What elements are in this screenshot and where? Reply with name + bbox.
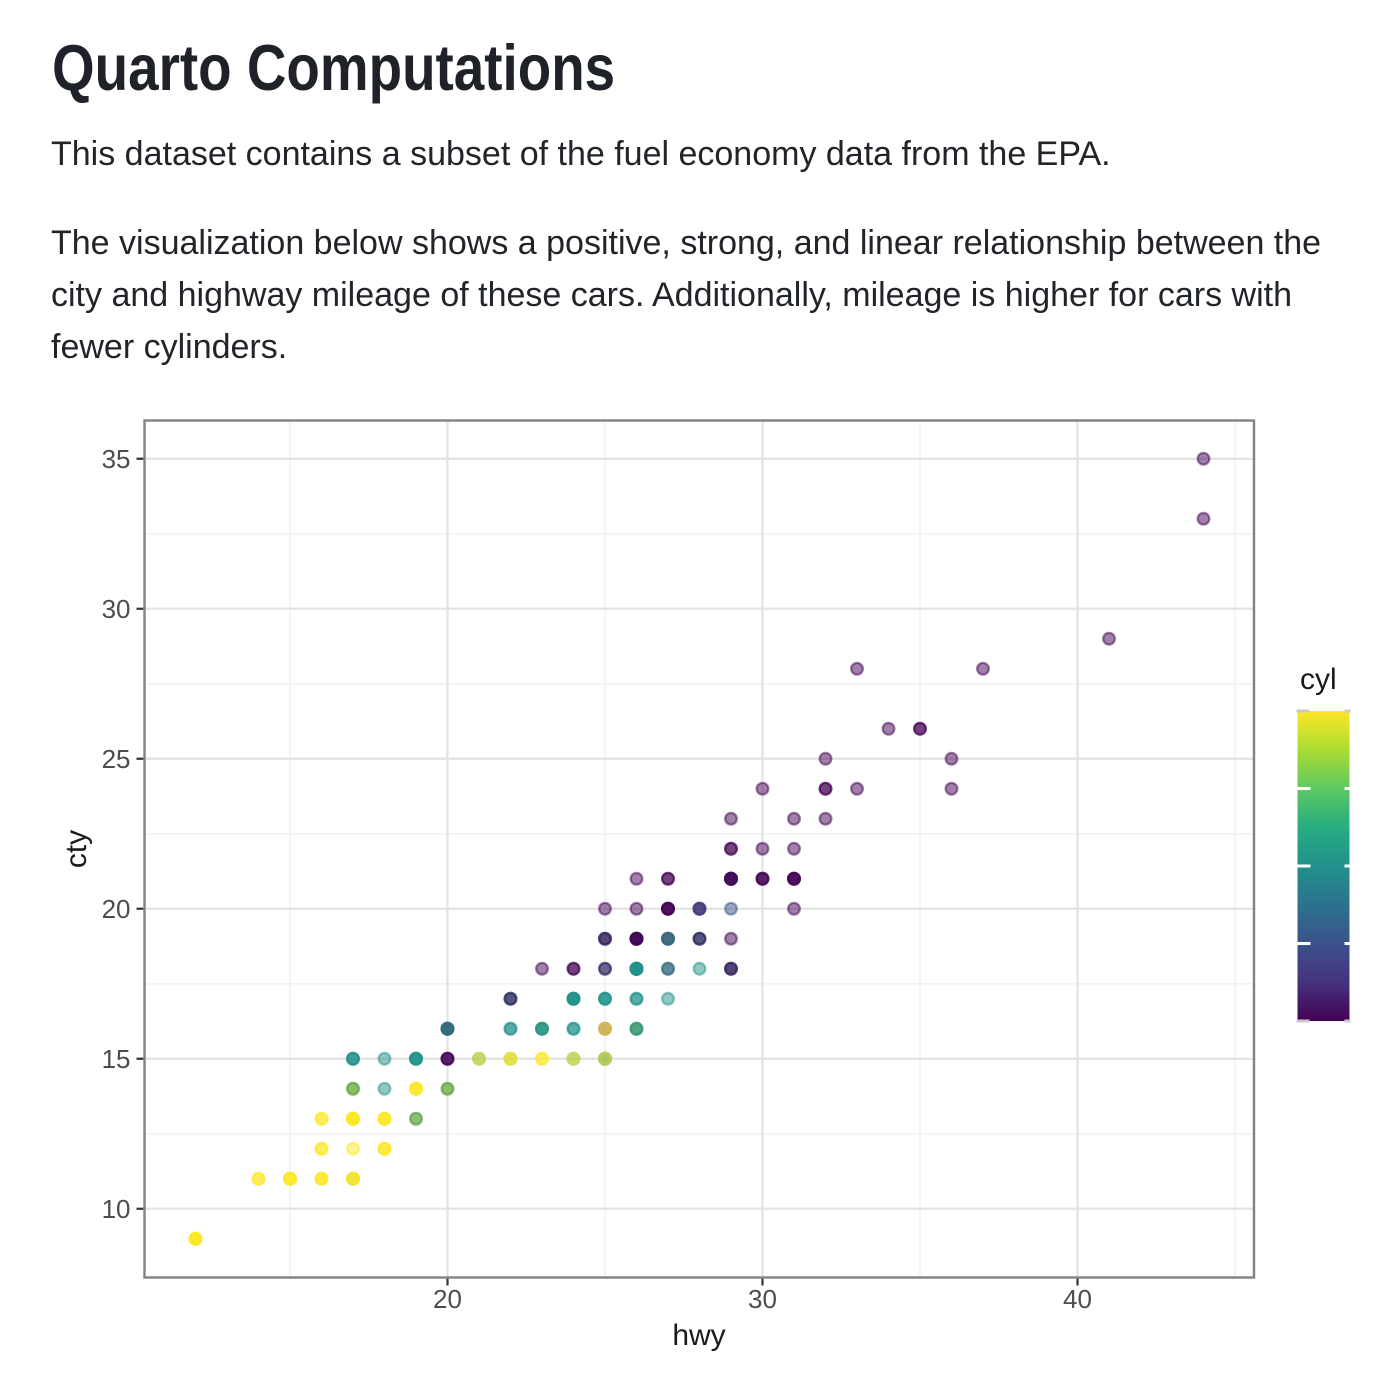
svg-text:25: 25 xyxy=(102,744,131,774)
svg-text:30: 30 xyxy=(102,594,131,624)
svg-text:hwy: hwy xyxy=(672,1319,725,1352)
svg-text:cyl: cyl xyxy=(1300,663,1337,696)
svg-text:20: 20 xyxy=(102,894,131,924)
svg-text:10: 10 xyxy=(102,1194,131,1224)
svg-text:40: 40 xyxy=(1063,1284,1092,1314)
svg-text:35: 35 xyxy=(102,444,131,474)
svg-text:15: 15 xyxy=(102,1044,131,1074)
svg-text:cty: cty xyxy=(60,830,93,868)
svg-text:20: 20 xyxy=(433,1284,462,1314)
svg-text:30: 30 xyxy=(748,1284,777,1314)
